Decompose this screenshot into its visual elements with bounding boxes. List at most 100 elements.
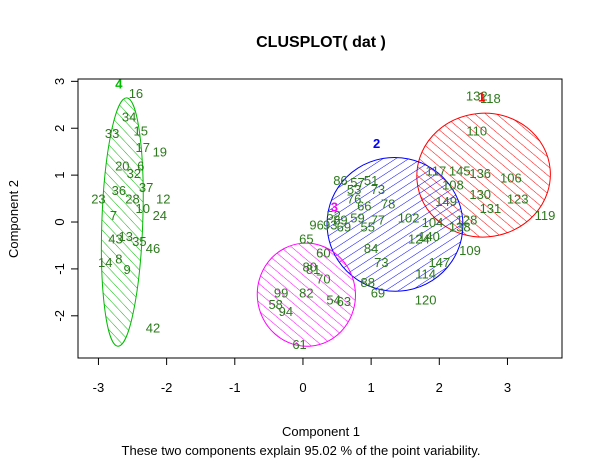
point-label: 140 [418, 229, 440, 244]
point-label: 37 [139, 180, 153, 195]
point-label: 51 [364, 173, 378, 188]
point-label: 94 [279, 304, 293, 319]
point-label: 123 [507, 192, 529, 207]
point-label: 17 [136, 140, 150, 155]
cluster-number-4: 4 [115, 77, 123, 92]
point-label: 69 [337, 220, 351, 235]
cluster-ellipse-3 [256, 242, 356, 347]
point-label: 23 [91, 192, 105, 207]
y-tick-label: 2 [52, 125, 67, 132]
point-label: 28 [125, 192, 139, 207]
point-label: 9 [123, 262, 130, 277]
x-axis: -3 -2 -1 0 1 2 3 [93, 358, 511, 395]
point-label: 19 [153, 145, 167, 160]
point-label: 88 [360, 275, 374, 290]
point-label: 131 [480, 201, 502, 216]
point-label: 128 [456, 213, 478, 228]
y-tick-label: -2 [52, 310, 67, 322]
point-label: 70 [316, 271, 330, 286]
chart-title: CLUSPLOT( dat ) [256, 34, 386, 51]
variability-subtitle: These two components explain 95.02 % of … [122, 443, 481, 458]
point-label: 76 [347, 192, 361, 207]
x-tick-label: -1 [229, 380, 241, 395]
point-label: 10 [136, 201, 150, 216]
cluster-number-2: 2 [373, 136, 380, 151]
y-axis-label: Component 2 [6, 180, 21, 258]
point-label: 114 [415, 267, 436, 282]
point-label: 99 [274, 285, 288, 300]
point-label: 82 [299, 285, 313, 300]
point-label: 108 [442, 178, 464, 193]
point-label: 13 [118, 229, 132, 244]
point-label: 110 [466, 124, 487, 139]
y-tick-label: 0 [52, 218, 67, 225]
point-label: 12 [156, 192, 170, 207]
point-label: 36 [112, 183, 126, 198]
point-label: 32 [127, 166, 141, 181]
point-label: 6 [137, 159, 144, 174]
cluster-number-3: 3 [331, 200, 338, 215]
point-label: 124 [408, 231, 430, 246]
point-label: 60 [316, 245, 330, 260]
point-label: 80 [303, 260, 317, 275]
point-label: 61 [292, 337, 306, 352]
point-label: 120 [415, 292, 437, 307]
point-label: 63 [337, 294, 351, 309]
point-label: 147 [428, 255, 450, 270]
point-label: 104 [422, 215, 444, 230]
point-label: 66 [357, 199, 371, 214]
point-label: 77 [371, 213, 385, 228]
point-label: 81 [306, 262, 320, 277]
point-label: 118 [480, 91, 501, 106]
point-label: 109 [459, 243, 481, 258]
point-label: 34 [122, 110, 136, 125]
y-tick-label: 1 [52, 172, 67, 179]
point-label: 78 [381, 196, 395, 211]
x-axis-label: Component 1 [282, 424, 360, 439]
point-label: 16 [129, 86, 143, 101]
point-label: 42 [146, 321, 160, 336]
point-label: 73 [374, 255, 388, 270]
point-label: 43 [108, 231, 122, 246]
point-label: 8 [115, 252, 122, 267]
cluster-ellipse-4 [100, 97, 144, 347]
point-label: 46 [146, 241, 160, 256]
point-label: 52 [326, 208, 340, 223]
point-label: 53 [347, 182, 361, 197]
point-label: 132 [466, 88, 488, 103]
point-label: 86 [333, 173, 347, 188]
point-label: 138 [449, 220, 471, 235]
point-label: 136 [469, 166, 491, 181]
point-label: 54 [326, 292, 340, 307]
point-label: 57 [350, 175, 364, 190]
y-axis: -2 -1 0 1 2 3 [52, 78, 78, 322]
point-label: 93 [323, 217, 337, 232]
point-label: 145 [449, 163, 471, 178]
cluster-ellipses [100, 97, 551, 347]
point-label: 119 [535, 208, 556, 223]
x-tick-label: 1 [368, 380, 375, 395]
y-tick-label: -1 [52, 263, 67, 275]
x-tick-label: -3 [93, 380, 105, 395]
point-label: 33 [105, 126, 119, 141]
point-label: 15 [133, 124, 147, 139]
point-label: 55 [360, 220, 374, 235]
point-label: 24 [153, 208, 167, 223]
point-label: 35 [132, 234, 146, 249]
point-label: 89 [333, 213, 347, 228]
x-tick-label: 3 [504, 380, 511, 395]
point-label: 20 [115, 159, 129, 174]
plot-frame [77, 78, 563, 359]
point-label: 117 [426, 163, 447, 178]
x-tick-label: -2 [161, 380, 173, 395]
x-tick-label: 0 [299, 380, 306, 395]
point-label: 58 [268, 297, 282, 312]
cluster-ellipse-2 [326, 157, 464, 292]
y-tick-label: 3 [52, 78, 67, 85]
point-label: 7 [110, 208, 117, 223]
point-label: 149 [435, 194, 457, 209]
point-label: 96 [309, 217, 323, 232]
